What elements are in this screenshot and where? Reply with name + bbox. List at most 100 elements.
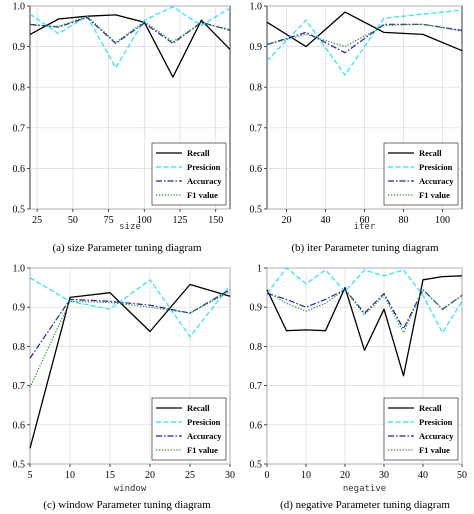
x-axis-label: window [114, 484, 147, 494]
ticks: 20 40 60 80 100 0.5 0.6 0.7 0.8 0.9 1.0 [250, 2, 451, 227]
legend-label-accuracy: Accuracy [419, 431, 454, 441]
y-tick-label: 1 [257, 264, 262, 275]
y-tick-label: 0.8 [13, 83, 26, 94]
legend-label-f1: F1 value [419, 190, 450, 200]
series-lines [29, 277, 231, 449]
x-tick-label: 100 [435, 215, 450, 226]
panel-d-negative: 0 10 20 30 40 50 0.5 0.6 0.7 0.8 0.9 1 negative (d)… [250, 264, 468, 512]
legend-label-recall: Recall [187, 148, 210, 158]
x-tick-label: 5 [28, 470, 33, 481]
panel-caption: (a) size Parameter tuning diagram [52, 242, 201, 254]
x-tick-label: 40 [418, 470, 428, 481]
panel-caption: (c) window Parameter tuning diagram [43, 499, 211, 511]
series-line-recall [29, 283, 231, 449]
y-tick-label: 0.7 [13, 381, 26, 392]
ticks: 5 10 15 20 25 30 0.5 0.6 0.7 0.8 0.9 1.0 [13, 264, 236, 482]
x-tick-label: 150 [208, 215, 223, 226]
y-tick-label: 0.8 [250, 342, 263, 353]
legend-label-precision: Presicion [187, 417, 221, 427]
y-tick-label: 0.6 [13, 164, 26, 175]
legend: Recall Presicion Accuracy F1 value [383, 142, 459, 206]
grid [29, 267, 231, 465]
y-tick-label: 1.0 [250, 2, 263, 13]
x-tick-label: 80 [399, 215, 409, 226]
legend-label-f1: F1 value [187, 190, 218, 200]
x-tick-label: 25 [32, 215, 42, 226]
x-tick-label: 75 [104, 215, 114, 226]
series-line-precision [266, 9, 463, 76]
x-tick-label: 30 [225, 470, 235, 481]
legend: Recall Presicion Accuracy F1 value [151, 397, 227, 461]
y-tick-label: 0.5 [250, 460, 263, 471]
x-tick-label: 50 [457, 470, 467, 481]
y-tick-label: 0.9 [250, 42, 263, 53]
y-tick-label: 0.6 [13, 420, 26, 431]
panel-c-window: 5 10 15 20 25 30 0.5 0.6 0.7 0.8 0.9 1.0 window (c)… [13, 264, 236, 512]
grid [30, 5, 230, 210]
series-lines [266, 267, 463, 377]
y-tick-label: 0.8 [250, 83, 263, 94]
legend: Recall Presicion Accuracy F1 value [383, 397, 459, 461]
legend-label-precision: Presicion [419, 417, 453, 427]
y-tick-label: 0.8 [13, 342, 26, 353]
panel-caption: (b) iter Parameter tuning diagram [291, 242, 439, 254]
x-tick-label: 0 [265, 470, 270, 481]
legend-label-recall: Recall [419, 148, 442, 158]
series-lines [29, 6, 231, 78]
series-line-accuracy [266, 23, 463, 54]
y-tick-label: 0.7 [13, 123, 26, 134]
series-line-accuracy [29, 16, 231, 45]
x-tick-label: 40 [321, 215, 331, 226]
ticks: 0 10 20 30 40 50 0.5 0.6 0.7 0.8 0.9 1 [250, 264, 468, 482]
x-tick-label: 30 [379, 470, 389, 481]
x-tick-label: 15 [105, 470, 115, 481]
y-tick-label: 0.5 [13, 205, 26, 216]
x-tick-label: 50 [68, 215, 78, 226]
series-line-f1 [266, 289, 463, 334]
x-tick-label: 125 [173, 215, 188, 226]
x-tick-label: 25 [185, 470, 195, 481]
panel-caption: (d) negative Parameter tuning diagram [280, 499, 450, 511]
legend-label-accuracy: Accuracy [419, 176, 454, 186]
x-tick-label: 100 [137, 215, 152, 226]
y-tick-label: 1.0 [13, 264, 26, 275]
series-line-precision [266, 267, 463, 334]
y-tick-label: 0.5 [250, 205, 263, 216]
panel-b-iter: 20 40 60 80 100 0.5 0.6 0.7 0.8 0.9 1.0 iter (b) i… [250, 2, 463, 254]
legend-label-precision: Presicion [187, 162, 221, 172]
y-tick-label: 0.9 [13, 303, 26, 314]
legend-label-f1: F1 value [187, 445, 218, 455]
x-tick-label: 20 [340, 470, 350, 481]
legend-label-recall: Recall [419, 403, 442, 413]
series-lines [266, 9, 463, 76]
x-tick-label: 60 [360, 215, 370, 226]
y-tick-label: 0.6 [250, 420, 263, 431]
series-line-precision [29, 6, 231, 69]
y-tick-label: 0.7 [250, 381, 263, 392]
ticks: 25 50 75 100 125 150 0.5 0.6 0.7 0.8 0.9 1.0 [13, 2, 224, 227]
x-axis-label: size [119, 222, 141, 232]
legend-label-accuracy: Accuracy [187, 431, 222, 441]
legend-label-accuracy: Accuracy [187, 176, 222, 186]
x-axis-label: negative [343, 484, 386, 494]
x-tick-label: 20 [145, 470, 155, 481]
y-tick-label: 0.9 [13, 42, 26, 53]
y-tick-label: 0.7 [250, 123, 263, 134]
y-tick-label: 1.0 [13, 2, 26, 13]
series-line-precision [29, 277, 231, 338]
legend-label-precision: Presicion [419, 162, 453, 172]
y-tick-label: 0.9 [250, 303, 263, 314]
series-line-recall [29, 14, 231, 78]
x-tick-label: 20 [282, 215, 292, 226]
y-tick-label: 0.5 [13, 460, 26, 471]
legend-label-f1: F1 value [419, 445, 450, 455]
series-line-f1 [266, 23, 463, 48]
series-line-recall [266, 275, 463, 377]
series-line-f1 [29, 15, 231, 44]
x-axis-label: iter [354, 222, 376, 232]
series-line-recall [266, 11, 463, 52]
x-tick-label: 10 [301, 470, 311, 481]
series-line-f1 [29, 290, 231, 388]
y-tick-label: 0.6 [250, 164, 263, 175]
